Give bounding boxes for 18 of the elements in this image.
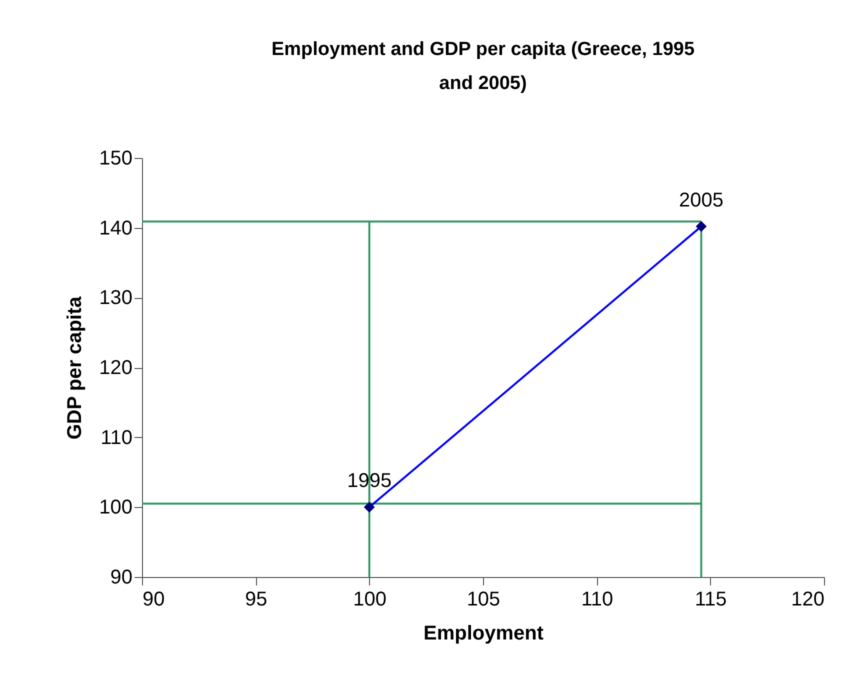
x-tick-label: 100	[353, 588, 387, 610]
y-axis-title: GDP per capita	[64, 296, 86, 440]
x-tick-label: 95	[245, 588, 268, 610]
y-tick-label: 100	[99, 496, 132, 519]
y-tick-label: 120	[99, 357, 132, 379]
y-tick-label: 130	[99, 287, 132, 310]
chart-title: Employment and GDP per capita (Greece, 1995 and 2005)	[271, 39, 695, 94]
x-tick-label: 105	[466, 588, 500, 610]
annotation: 2005	[678, 189, 724, 212]
x-tick-label: 120	[791, 588, 824, 610]
x-tick-label: 90	[142, 588, 165, 610]
y-tick-label: 110	[100, 426, 132, 449]
y-tick-label: 150	[99, 148, 132, 170]
x-tick-label: 110	[581, 588, 614, 610]
y-tick-label: 90	[110, 566, 132, 588]
y-tick-label: 140	[99, 217, 132, 240]
x-tick-label: 115	[694, 588, 727, 610]
x-axis-title: Employment	[423, 622, 544, 644]
